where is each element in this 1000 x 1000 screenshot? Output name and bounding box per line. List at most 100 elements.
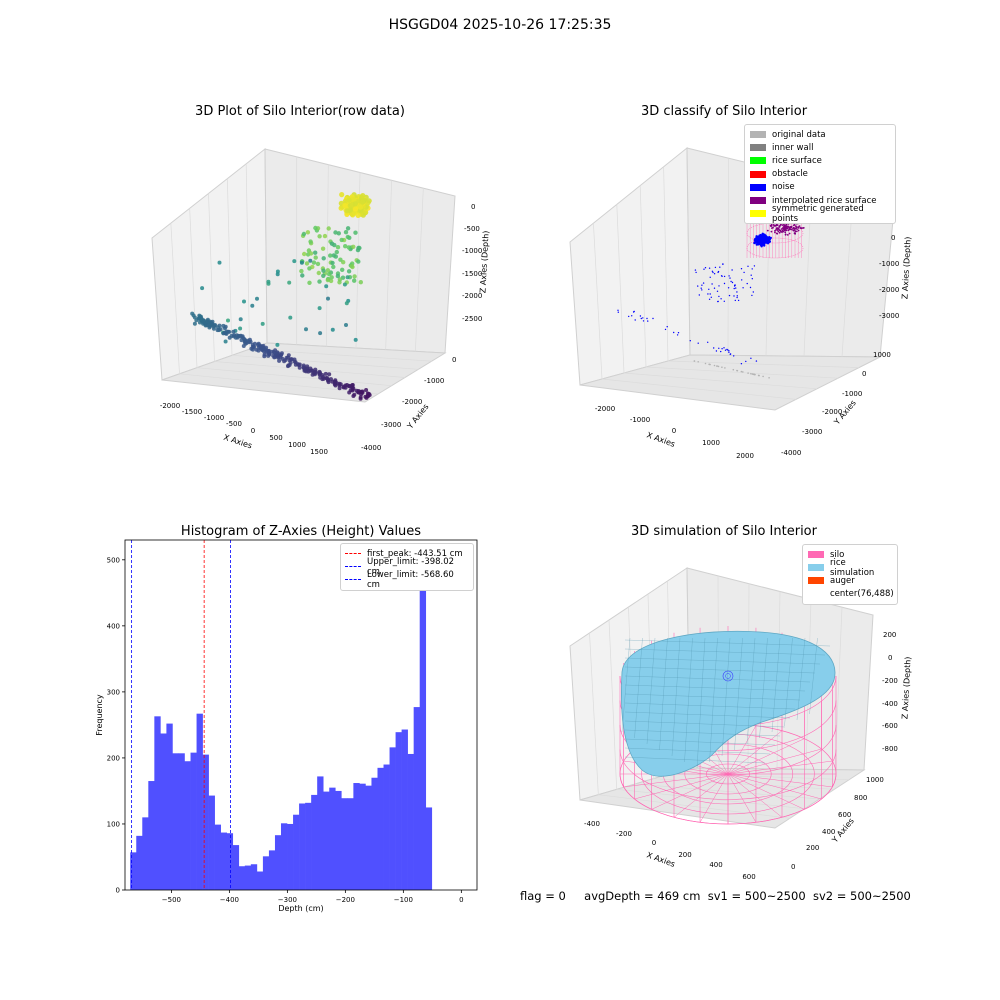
histogram-bar <box>305 802 312 890</box>
data-point <box>271 350 276 355</box>
noise-point <box>721 275 723 277</box>
legend-swatch <box>750 197 766 205</box>
interpolated-point <box>769 224 772 227</box>
histogram-bar <box>160 733 167 890</box>
y-tick: 0 <box>452 356 456 364</box>
data-point <box>341 260 346 265</box>
grid-line <box>589 632 599 795</box>
original-point <box>721 366 723 369</box>
histogram-reference-lines <box>131 540 231 890</box>
noise-point <box>721 348 723 350</box>
interpolated-point <box>775 227 778 230</box>
histogram-bar <box>383 764 390 890</box>
noise-point <box>750 357 752 359</box>
y-tick: 600 <box>838 811 851 819</box>
noise-point <box>652 317 654 320</box>
data-point <box>284 355 289 360</box>
noise-point <box>718 347 720 349</box>
histogram-bar <box>341 798 348 890</box>
noise-point <box>737 299 740 302</box>
legend-entry: center(76,488) <box>808 588 894 601</box>
grid-line <box>601 378 797 400</box>
noise-point <box>713 347 715 349</box>
data-point <box>308 258 313 263</box>
data-point <box>313 367 318 372</box>
histogram-bar <box>359 783 366 890</box>
data-point <box>335 245 341 250</box>
panel4-y-ticks: 0 200 400 600 800 1000 <box>791 776 884 871</box>
rice-mesh-line <box>621 637 631 733</box>
x-tick: -2000 <box>160 402 180 410</box>
data-point <box>264 349 269 354</box>
grid-line <box>616 204 625 374</box>
data-point <box>307 280 312 285</box>
original-point <box>751 373 754 375</box>
data-point <box>329 275 334 280</box>
noise-point <box>722 263 724 265</box>
histogram-bar <box>238 866 246 890</box>
noise-point <box>740 268 743 270</box>
data-point <box>302 251 307 257</box>
data-point <box>211 326 216 331</box>
interpolated-point <box>790 228 793 231</box>
histogram-bar <box>413 707 420 890</box>
z-tick: -400 <box>882 700 898 708</box>
z-tick: 0 <box>891 234 895 242</box>
data-point <box>305 230 311 235</box>
rice-mesh-line <box>734 637 743 751</box>
panel4-zlabel: Z Axies (Depth) <box>900 656 912 719</box>
data-point <box>356 259 361 264</box>
panel1-plot: -2000 -1500 -1000 -500 0 500 1000 1500 X… <box>151 147 491 456</box>
noise-point <box>728 350 730 352</box>
data-point <box>223 324 228 329</box>
legend-swatch <box>750 210 766 218</box>
data-point <box>308 366 313 371</box>
original-point <box>736 369 738 372</box>
grid-line <box>245 163 250 350</box>
grid-line <box>623 372 818 390</box>
z-tick: -2500 <box>462 315 482 323</box>
legend-label: first_peak: -443.51 cm <box>367 548 463 559</box>
legend-swatch <box>808 564 824 572</box>
data-point <box>358 396 363 401</box>
legend-entry: obstacle <box>750 168 890 181</box>
noise-point <box>723 275 726 278</box>
noise-point <box>742 287 744 289</box>
histogram-bar <box>250 864 258 890</box>
figure-title: HSGGD04 2025-10-26 17:25:35 <box>388 17 612 33</box>
silo-spoke <box>727 773 822 800</box>
data-point <box>266 281 271 286</box>
data-point <box>352 274 357 279</box>
silo-ring <box>619 773 837 825</box>
rice-mesh-line <box>784 637 793 727</box>
silo-spoke <box>727 730 783 775</box>
silo-spoke <box>727 738 805 775</box>
noise-point <box>724 349 727 351</box>
data-point <box>344 301 349 306</box>
rice-mesh-line <box>624 639 831 647</box>
x-tick: -200 <box>616 830 632 838</box>
original-point <box>717 365 720 368</box>
histogram-bar <box>196 713 203 890</box>
noise-point <box>752 291 754 293</box>
interpolated-point <box>776 223 778 226</box>
data-point <box>321 256 326 261</box>
data-point <box>327 372 332 377</box>
grid-line <box>179 373 379 395</box>
y-tick: 1000 <box>873 351 891 359</box>
data-point <box>311 260 317 265</box>
z-tick: -200 <box>882 677 898 685</box>
z-tick: 200 <box>883 631 896 639</box>
original-point <box>732 368 735 371</box>
noise-point <box>766 242 770 245</box>
legend-label: inner wall <box>772 142 814 153</box>
data-point <box>267 352 272 357</box>
interpolated-point <box>786 234 789 236</box>
z-tick: 0 <box>888 654 892 662</box>
data-point <box>310 372 315 377</box>
noise-point <box>757 243 760 246</box>
data-point <box>212 323 217 328</box>
noise-point <box>734 284 736 286</box>
legend-entry: auger <box>808 574 892 587</box>
panel4-xlabel: X Axies <box>645 850 676 869</box>
